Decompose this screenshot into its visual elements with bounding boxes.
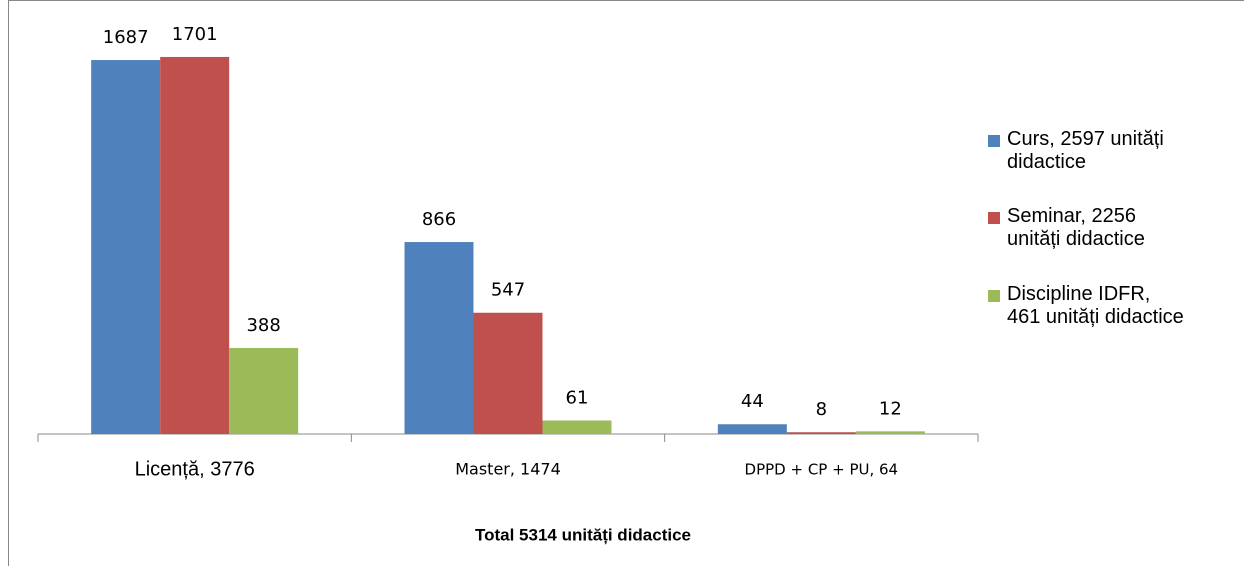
bar bbox=[473, 312, 543, 434]
chart-title: Total 5314 unități didactice bbox=[475, 525, 691, 544]
value-label: 1687 bbox=[103, 27, 149, 48]
legend-swatch bbox=[988, 135, 1000, 147]
bar bbox=[404, 242, 474, 434]
bar bbox=[229, 347, 299, 434]
bar bbox=[717, 424, 787, 434]
bar bbox=[91, 60, 161, 434]
bar bbox=[160, 56, 230, 434]
legend-item: Seminar, 2256 unități didactice bbox=[988, 205, 1177, 251]
bar bbox=[855, 431, 925, 434]
value-label: 866 bbox=[422, 209, 456, 230]
value-label: 388 bbox=[246, 315, 280, 336]
legend-swatch bbox=[988, 290, 1000, 302]
value-label: 1701 bbox=[172, 24, 218, 45]
legend-label: Curs, 2597 unități didactice bbox=[1007, 128, 1164, 173]
x-tick-label: Master, 1474 bbox=[455, 460, 561, 479]
value-label: 44 bbox=[741, 391, 764, 412]
value-label: 547 bbox=[491, 280, 525, 301]
bar bbox=[542, 420, 612, 434]
value-label: 8 bbox=[816, 399, 827, 420]
legend-item: Discipline IDFR, 461 unități didactice bbox=[988, 283, 1188, 329]
legend-swatch bbox=[988, 212, 1000, 224]
value-label: 61 bbox=[566, 387, 589, 408]
chart-frame bbox=[8, 0, 1244, 566]
value-label: 12 bbox=[879, 398, 902, 419]
legend-item: Curs, 2597 unități didactice bbox=[988, 128, 1207, 174]
bar bbox=[786, 432, 856, 434]
legend-label: Discipline IDFR, 461 unități didactice bbox=[1007, 283, 1184, 328]
x-tick-label: DPPD + CP + PU, 64 bbox=[745, 461, 899, 479]
legend-label: Seminar, 2256 unități didactice bbox=[1007, 205, 1145, 250]
x-tick-label: Licență, 3776 bbox=[135, 458, 255, 480]
